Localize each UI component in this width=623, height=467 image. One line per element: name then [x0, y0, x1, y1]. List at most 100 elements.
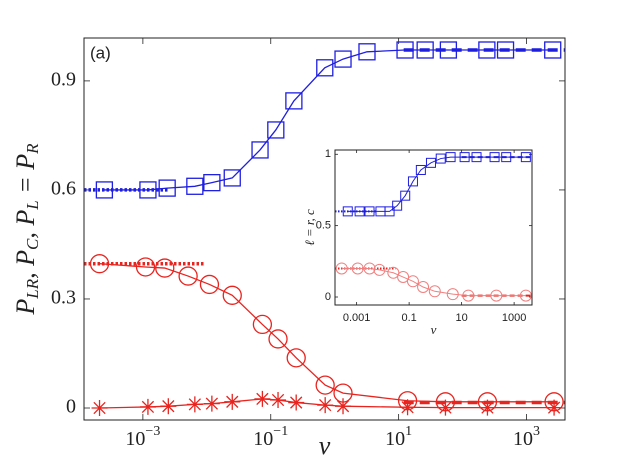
star-marker — [186, 396, 203, 413]
star-marker — [270, 392, 287, 409]
square-marker — [223, 169, 241, 187]
circle-marker — [286, 348, 306, 368]
x-tick-label: 0.1 — [401, 312, 416, 324]
x-tick-exponent: −1 — [273, 424, 288, 439]
circle-marker — [363, 262, 376, 275]
square-marker — [139, 181, 157, 199]
fit-line — [99, 263, 555, 403]
circle-marker — [417, 281, 430, 294]
square-marker — [501, 152, 512, 163]
circle-marker — [387, 266, 400, 279]
fit-line — [341, 267, 526, 297]
star-marker — [160, 398, 177, 415]
square-marker — [407, 176, 418, 187]
star-marker — [203, 395, 220, 412]
circle-marker — [89, 254, 110, 274]
star-marker — [399, 399, 416, 416]
star-marker — [335, 398, 352, 415]
y-label-sub: R — [23, 143, 42, 155]
star-marker — [479, 399, 496, 416]
circle-marker — [252, 314, 273, 335]
square-marker — [285, 92, 303, 110]
square-marker — [400, 190, 411, 201]
square-marker — [416, 41, 434, 59]
x-tick-exponent: 1 — [405, 424, 412, 439]
square-marker — [186, 177, 204, 195]
x-tick-label: 103 — [513, 424, 540, 449]
circle-marker — [155, 258, 175, 278]
star-marker — [288, 394, 305, 411]
y-label-text: P — [11, 299, 40, 316]
square-marker — [396, 41, 414, 59]
y-label-text: , P — [11, 250, 40, 279]
square-marker — [544, 41, 562, 59]
circle-marker — [315, 375, 335, 395]
square-marker — [520, 152, 531, 163]
circle-marker — [462, 289, 475, 302]
plot-frame — [334, 149, 533, 306]
square-marker — [158, 179, 176, 197]
square-marker — [471, 152, 482, 163]
circle-marker — [428, 285, 441, 298]
square-marker — [251, 141, 269, 159]
square-marker — [358, 43, 376, 61]
y-label-sub: LR — [23, 278, 42, 299]
square-marker — [459, 152, 470, 163]
square-marker — [478, 41, 496, 59]
circle-marker — [199, 274, 220, 295]
square-marker — [95, 181, 114, 199]
square-marker — [425, 157, 436, 168]
square-marker — [384, 206, 395, 217]
y-label-sub: C — [23, 238, 42, 250]
square-marker — [267, 121, 285, 139]
star-marker — [139, 398, 156, 415]
square-marker — [439, 41, 458, 59]
inset: 0.001 0.1 10 1000 0 0.5 1 ν ℓ = r, c — [302, 148, 533, 337]
circle-marker — [268, 329, 288, 349]
x-tick-exponent: −3 — [145, 424, 160, 439]
y-tick-label: 0.5 — [316, 220, 331, 232]
x-axis-label: ν — [431, 322, 437, 337]
y-tick-label: 0.9 — [51, 68, 76, 90]
x-tick-label: 10−1 — [253, 424, 288, 449]
y-label-sub: L — [23, 200, 42, 210]
circle-marker — [178, 266, 198, 286]
x-tick-base: 10 — [253, 428, 273, 450]
y-label-text: , P — [11, 210, 40, 239]
y-tick-label: 1 — [325, 148, 331, 160]
plot-frame — [83, 37, 566, 421]
y-label-text: = P — [11, 154, 40, 201]
x-tick-exponent: 3 — [533, 424, 540, 439]
y-tick-label: 0 — [325, 291, 331, 303]
square-marker — [334, 50, 352, 68]
circle-marker — [519, 289, 532, 302]
y-axis-label: ℓ = r, c — [302, 209, 317, 246]
star-marker — [317, 397, 334, 414]
circle-marker — [373, 263, 386, 276]
square-marker — [392, 200, 403, 211]
y-tick-label: 0 — [66, 396, 76, 418]
inset-background — [335, 150, 532, 305]
star-marker — [224, 393, 241, 410]
circle-marker — [335, 262, 348, 275]
square-marker — [489, 152, 500, 163]
star-marker — [546, 399, 563, 416]
square-marker — [445, 152, 456, 163]
square-marker — [435, 153, 446, 164]
circle-marker — [351, 262, 364, 275]
x-tick-label: 10−3 — [125, 424, 160, 449]
x-tick-label: 10 — [455, 312, 467, 324]
x-tick-label: 101 — [385, 424, 412, 449]
star-marker — [91, 400, 108, 417]
circle-marker — [406, 275, 419, 288]
x-tick-label: 0.001 — [343, 312, 371, 324]
fit-line — [104, 49, 553, 191]
x-axis-label: ν — [319, 431, 331, 460]
circle-marker — [135, 257, 156, 277]
square-marker — [364, 206, 375, 217]
square-marker — [496, 41, 515, 59]
star-marker — [254, 390, 271, 407]
y-tick-label: 0.6 — [51, 178, 76, 200]
circle-marker — [490, 289, 503, 302]
